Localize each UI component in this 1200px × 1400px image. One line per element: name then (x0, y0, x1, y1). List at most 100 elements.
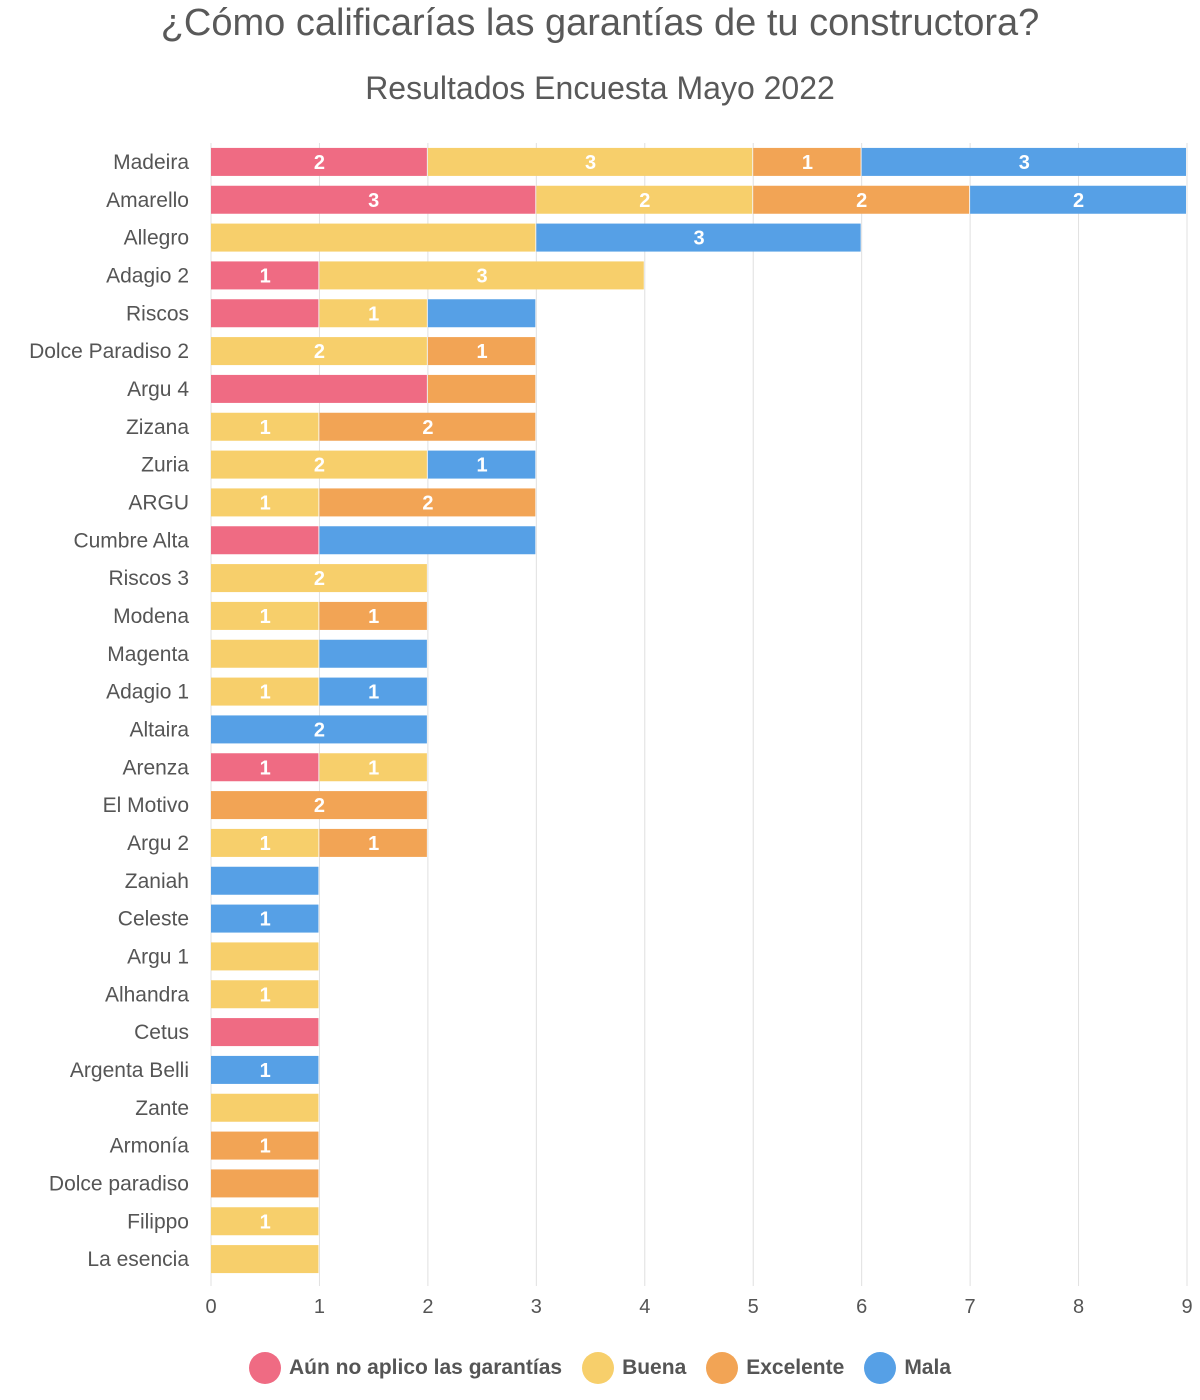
data-label: 3 (368, 190, 379, 212)
bar-segment (211, 601, 319, 630)
data-label: 2 (639, 190, 650, 212)
bar-segment (211, 564, 427, 593)
x-tick-label: 4 (639, 1296, 650, 1318)
data-label: 1 (368, 682, 379, 704)
legend: Aún no aplico las garantías Buena Excelent… (0, 1348, 1200, 1388)
bar-segment (211, 1018, 319, 1047)
data-label: 1 (260, 265, 271, 287)
data-label: 1 (260, 682, 271, 704)
bar-segment (211, 147, 427, 176)
category-label: Riscos (126, 302, 189, 325)
category-label: Argu 1 (127, 945, 189, 968)
category-label: Zante (135, 1097, 189, 1120)
category-label: Celeste (118, 908, 189, 931)
category-label: Dolce Paradiso 2 (29, 340, 189, 363)
data-label: 1 (368, 303, 379, 325)
legend-swatch (249, 1352, 281, 1384)
bar-segment (211, 1131, 319, 1160)
bar-segment (211, 753, 319, 782)
category-label: Madeira (113, 151, 189, 174)
data-label: 3 (693, 228, 704, 250)
category-label: Arenza (122, 756, 189, 779)
legend-item[interactable]: Aún no aplico las garantías (249, 1352, 562, 1384)
bar-segment (319, 601, 427, 630)
category-label: Modena (113, 605, 189, 628)
bar-segment (211, 488, 319, 517)
bar-segment (211, 980, 319, 1009)
bar-segment (319, 753, 427, 782)
bar-segment (427, 374, 536, 403)
bar-segment (427, 147, 753, 176)
data-label: 1 (368, 606, 379, 628)
data-label: 1 (477, 455, 488, 477)
bar-segment (211, 715, 427, 744)
category-label: Adagio 1 (106, 681, 189, 704)
bar-segment (211, 299, 319, 328)
x-tick-label: 7 (965, 1296, 976, 1318)
x-tick-label: 2 (422, 1296, 433, 1318)
data-label: 1 (260, 1211, 271, 1233)
bar-segment (319, 261, 644, 290)
bar-segment (211, 1169, 319, 1198)
category-label: Cetus (134, 1021, 189, 1044)
data-label: 1 (260, 417, 271, 439)
legend-item[interactable]: Buena (582, 1352, 686, 1384)
bar-segment (211, 904, 319, 933)
data-label: 2 (856, 190, 867, 212)
bar-segment (319, 526, 536, 555)
category-label: ARGU (128, 491, 189, 514)
plot-area: 0 1 2 3 4 5 6 7 8 9 Madeira 2 3 1 3 Amarello 3 2 2 2 Allegro… (29, 143, 1193, 1318)
bar-segment (211, 412, 319, 441)
legend-item[interactable]: Mala (864, 1352, 951, 1384)
data-label: 1 (260, 492, 271, 514)
x-tick-label: 6 (856, 1296, 867, 1318)
data-label: 2 (314, 795, 325, 817)
x-tick-label: 0 (205, 1296, 216, 1318)
bar-segment (211, 337, 427, 366)
category-label: Argu 2 (127, 832, 189, 855)
bar-segment (211, 1055, 319, 1084)
data-label: 1 (368, 833, 379, 855)
legend-swatch (582, 1352, 615, 1384)
x-tick-label: 9 (1181, 1296, 1192, 1318)
legend-label: Buena (622, 1356, 687, 1379)
category-label: Filippo (127, 1210, 189, 1233)
bar-segment (536, 223, 861, 252)
legend-item[interactable]: Excelente (706, 1352, 844, 1384)
bar-segment (211, 866, 319, 895)
bar-segment (319, 488, 536, 517)
bar-segment (211, 223, 536, 252)
bar-segment (970, 185, 1186, 214)
legend-label: Mala (904, 1356, 951, 1379)
category-label: Magenta (107, 643, 189, 666)
data-label: 1 (368, 757, 379, 779)
data-label: 2 (314, 455, 325, 477)
category-label: Altaira (129, 718, 189, 741)
legend-swatch (706, 1352, 739, 1384)
bar-segment (211, 374, 427, 403)
data-label: 2 (1073, 190, 1084, 212)
category-label: El Motivo (103, 794, 189, 817)
chart-subtitle: Resultados Encuesta Mayo 2022 (365, 70, 835, 106)
bar-segment (753, 185, 970, 214)
category-label: Amarello (106, 189, 189, 212)
bar-segment (319, 828, 427, 857)
gridlines (210, 143, 1188, 1286)
data-label: 2 (314, 152, 325, 174)
data-label: 1 (260, 909, 271, 931)
category-label: Adagio 2 (106, 264, 189, 287)
bar-segment (753, 147, 861, 176)
x-tick-label: 1 (314, 1296, 325, 1318)
x-tick-label: 3 (531, 1296, 542, 1318)
bar-segment (319, 412, 536, 441)
bar-segment (319, 677, 427, 706)
bar-segment (427, 450, 536, 479)
bar-segment (211, 1093, 319, 1122)
data-label: 1 (260, 833, 271, 855)
data-label: 1 (477, 341, 488, 363)
legend-label: Excelente (746, 1356, 845, 1379)
chart-title: ¿Cómo calificarías las garantías de tu c… (160, 2, 1040, 44)
bar-segment (427, 299, 536, 328)
bar-segment (536, 185, 753, 214)
